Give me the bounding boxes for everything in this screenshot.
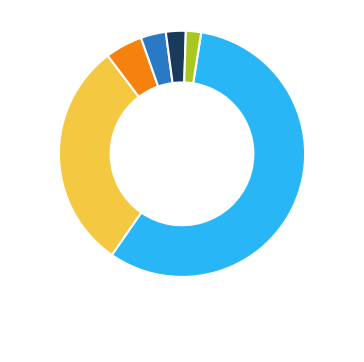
Wedge shape: [108, 38, 158, 97]
Wedge shape: [112, 32, 305, 277]
Wedge shape: [184, 31, 201, 83]
Wedge shape: [59, 56, 141, 255]
Wedge shape: [166, 31, 186, 83]
Wedge shape: [141, 32, 173, 87]
